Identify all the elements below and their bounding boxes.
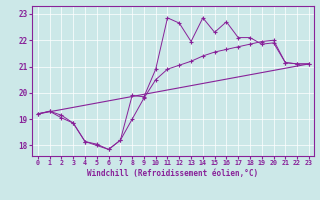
- X-axis label: Windchill (Refroidissement éolien,°C): Windchill (Refroidissement éolien,°C): [87, 169, 258, 178]
